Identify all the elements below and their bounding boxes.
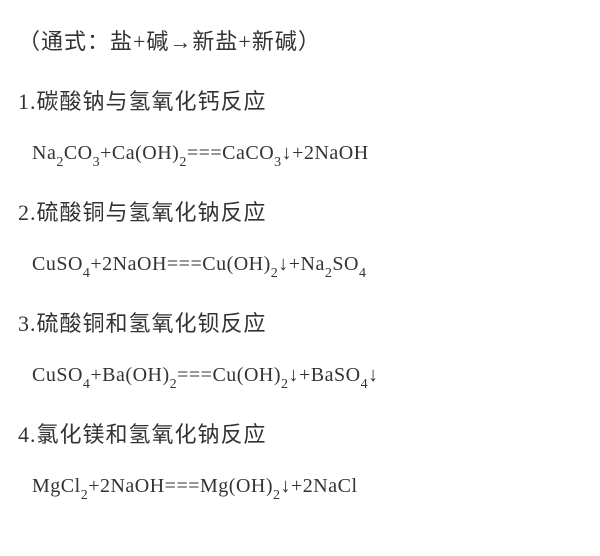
formula-text: ↓+2NaCl bbox=[281, 475, 358, 497]
formula-text: CuSO bbox=[32, 364, 83, 386]
subscript-text: 4 bbox=[83, 377, 91, 392]
formula-text: ===Cu(OH) bbox=[177, 364, 281, 386]
formula-text: CO bbox=[64, 142, 93, 164]
formula-text: ↓ bbox=[368, 364, 379, 386]
reaction-equation: Na2CO3+Ca(OH)2===CaCO3↓+2NaOH bbox=[18, 142, 582, 169]
formula-text: +2NaOH===Mg(OH) bbox=[88, 475, 273, 497]
subscript-text: 3 bbox=[274, 155, 282, 170]
subscript-text: 2 bbox=[281, 377, 289, 392]
formula-text: CuSO bbox=[32, 253, 83, 275]
subscript-text: 2 bbox=[179, 155, 187, 170]
reaction-equation: CuSO4+2NaOH===Cu(OH)2↓+Na2SO4 bbox=[18, 253, 582, 280]
subscript-text: 2 bbox=[273, 488, 281, 503]
reaction-block: 1.碳酸钠与氢氧化钙反应Na2CO3+Ca(OH)2===CaCO3↓+2NaO… bbox=[18, 84, 582, 169]
formula-text: ↓+BaSO bbox=[289, 364, 361, 386]
formula-text: ↓+2NaOH bbox=[282, 142, 369, 164]
reaction-block: 4.氯化镁和氢氧化钠反应MgCl2+2NaOH===Mg(OH)2↓+2NaCl bbox=[18, 417, 582, 502]
subscript-text: 2 bbox=[170, 377, 178, 392]
subscript-text: 3 bbox=[93, 155, 101, 170]
reaction-block: 2.硫酸铜与氢氧化钠反应CuSO4+2NaOH===Cu(OH)2↓+Na2SO… bbox=[18, 195, 582, 280]
formula-text: ↓+Na bbox=[278, 253, 325, 275]
reaction-title: 1.碳酸钠与氢氧化钙反应 bbox=[18, 84, 582, 116]
reaction-block: 3.硫酸铜和氢氧化钡反应CuSO4+Ba(OH)2===Cu(OH)2↓+BaS… bbox=[18, 306, 582, 391]
formula-text: +Ca(OH) bbox=[100, 142, 179, 164]
formula-text: +2NaOH===Cu(OH) bbox=[90, 253, 270, 275]
formula-text: Na bbox=[32, 142, 56, 164]
formula-text: +Ba(OH) bbox=[90, 364, 169, 386]
subscript-text: 4 bbox=[359, 266, 367, 281]
reaction-title: 4.氯化镁和氢氧化钠反应 bbox=[18, 417, 582, 449]
subscript-text: 2 bbox=[56, 155, 64, 170]
formula-text: ===CaCO bbox=[187, 142, 274, 164]
subscript-text: 2 bbox=[81, 488, 89, 503]
subscript-text: 2 bbox=[271, 266, 279, 281]
subscript-text: 4 bbox=[361, 377, 369, 392]
subscript-text: 2 bbox=[325, 266, 333, 281]
reaction-equation: MgCl2+2NaOH===Mg(OH)2↓+2NaCl bbox=[18, 475, 582, 502]
reactions-list: 1.碳酸钠与氢氧化钙反应Na2CO3+Ca(OH)2===CaCO3↓+2NaO… bbox=[18, 84, 582, 502]
reaction-title: 2.硫酸铜与氢氧化钠反应 bbox=[18, 195, 582, 227]
reaction-equation: CuSO4+Ba(OH)2===Cu(OH)2↓+BaSO4↓ bbox=[18, 364, 582, 391]
subscript-text: 4 bbox=[83, 266, 91, 281]
general-formula: （通式：盐+碱→新盐+新碱） bbox=[18, 24, 582, 56]
reaction-title: 3.硫酸铜和氢氧化钡反应 bbox=[18, 306, 582, 338]
formula-text: SO bbox=[332, 253, 359, 275]
formula-text: MgCl bbox=[32, 475, 81, 497]
